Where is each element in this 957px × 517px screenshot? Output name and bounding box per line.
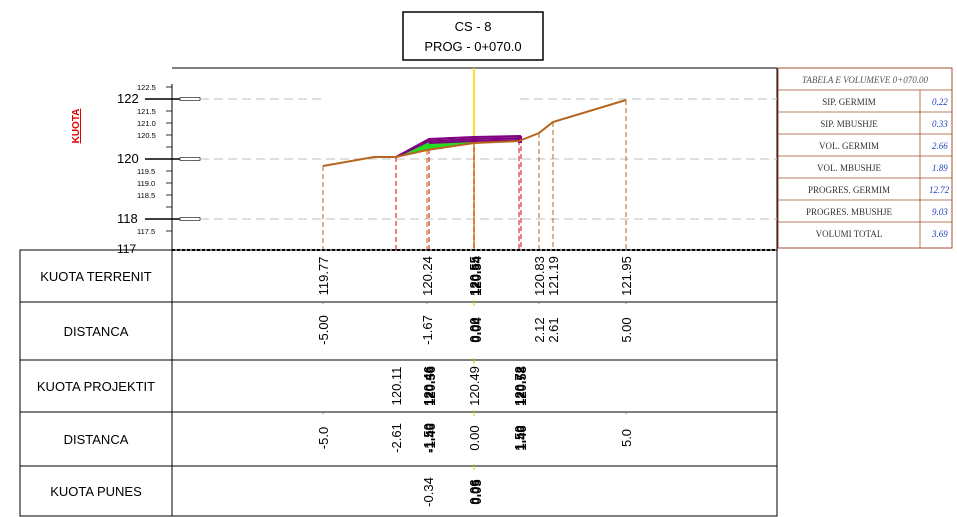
volume-row-label: PROGRES. MBUSHJE [806,207,893,217]
design-distance-value: 5.0 [619,429,634,447]
table-tick-marks [322,302,627,416]
work-elev-value: 0.05 [469,479,484,504]
design-elev-value: 120.46 [421,366,436,406]
axis-major-122: 122 [117,91,139,106]
terrain-drop-lines [322,100,627,250]
volume-row-value: 2.66 [932,141,948,151]
design-distance-value: 0.00 [467,425,482,450]
design-profile [395,135,522,158]
terrain-distance-value: -5.00 [316,315,331,345]
terrain-elev-value: 121.19 [546,256,561,296]
terrain-elev-value: 120.54 [469,255,484,296]
axis-minor-label: 120.5 [137,131,156,140]
terrain-elev-value: 121.95 [619,256,634,296]
design-elev-value: 120.58 [514,366,529,406]
data-table-grid [19,249,778,517]
work-elev-value: -0.34 [421,477,436,507]
axis-minor-label: 122.5 [137,83,156,92]
row-label-kuota-terrenit: KUOTA TERRENIT [40,269,152,284]
row-label-kuota-punes: KUOTA PUNES [50,484,142,499]
axis-minor-label: 119.0 [137,179,155,188]
terrain-distance-value: 0.00 [467,317,482,342]
volume-row-value: 3.69 [931,229,948,239]
design-elev-value: 120.11 [389,367,404,406]
terrain-elev-value: 120.83 [532,256,547,296]
row-label-distanca-terrain: DISTANCA [64,324,129,339]
volume-row-label: PROGRES. GERMIM [808,185,890,195]
row-label-distanca-design: DISTANCA [64,432,129,447]
axis-minor-label: 117.5 [137,227,155,236]
axis-minor-label: 119.5 [137,167,155,176]
volume-table-title: TABELA E VOLUMEVE 0+070.00 [802,75,928,85]
title-box: CS - 8 PROG - 0+070.0 [402,11,544,61]
design-distance-value: -1.46 [423,423,438,453]
design-distance-value: -5.0 [316,427,331,449]
volume-row-value: 0.22 [932,97,948,107]
volume-table: TABELA E VOLUMEVE 0+070.00 SIP. GERMIM S… [777,67,953,249]
design-elev-value: 120.72 [512,366,527,406]
axis-major-117: 117 [117,242,136,256]
volume-row-value: 1.89 [932,163,948,173]
terrain-elev-value: 120.24 [420,256,435,296]
design-distance-value: -2.61 [389,423,404,453]
row-label-kuota-projektit: KUOTA PROJEKTIT [37,379,155,394]
terrain-elev-value: 119.77 [316,257,331,296]
terrain-profile [322,99,627,167]
design-elev-value: 120.49 [467,366,482,406]
design-distance-value: 1.46 [514,425,529,450]
design-drop-lines [395,138,522,250]
axis-major-118: 118 [117,211,138,226]
terrain-elev-value: 120.55 [467,256,482,296]
axis-minor-label: 118.5 [137,191,155,200]
volume-row-label: VOLUMI TOTAL [816,229,883,239]
volume-row-label: SIP. GERMIM [822,97,876,107]
elevation-axis: 122 120 118 117 122.5 121.5 121.0 120.5 … [71,83,201,256]
title-line-2: PROG - 0+070.0 [424,39,521,54]
title-line-1: CS - 8 [455,19,492,34]
terrain-distance-value: 2.61 [546,317,561,342]
volume-row-value: 12.72 [929,185,950,195]
volume-row-value: 9.03 [932,207,948,217]
terrain-distance-value: 5.00 [619,317,634,342]
axis-major-120: 120 [117,151,139,166]
design-elev-value: 120.56 [423,366,438,406]
elevation-gridlines [200,98,777,220]
volume-row-value: 0.33 [932,119,948,129]
kuota-axis-label: KUOTA [71,109,82,144]
volume-row-label: SIP. MBUSHJE [820,119,878,129]
terrain-distance-value: 2.12 [532,317,547,342]
design-distance-value: -1.50 [421,423,436,453]
axis-minor-label: 121.0 [137,119,156,128]
volume-row-label: VOL. MBUSHJE [817,163,882,173]
terrain-distance-value: 0.04 [469,317,484,343]
design-distance-value: 1.50 [512,425,527,450]
axis-minor-label: 121.5 [137,107,156,116]
terrain-distance-value: -1.67 [420,315,435,345]
volume-row-label: VOL. GERMIM [819,141,879,151]
work-elev-value: 0.06 [467,479,482,504]
